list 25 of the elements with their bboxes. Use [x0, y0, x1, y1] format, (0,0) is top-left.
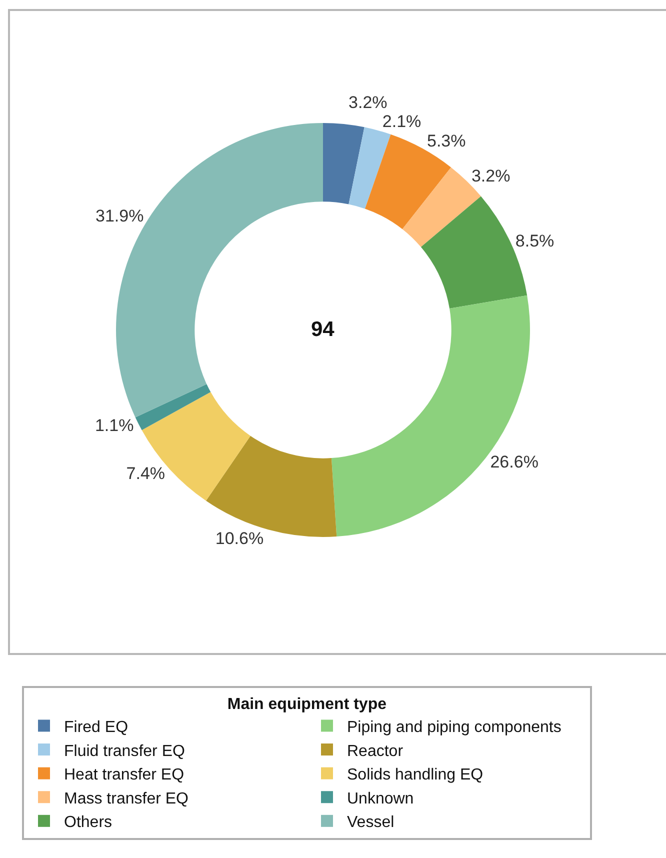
- legend-title: Main equipment type: [227, 696, 387, 713]
- legend-label: Mass transfer EQ: [64, 790, 188, 808]
- legend-label: Others: [64, 814, 112, 832]
- data-label: 10.6%: [215, 528, 264, 548]
- donut-slice: [135, 384, 211, 430]
- legend-label: Fluid transfer EQ: [64, 742, 185, 760]
- legend-label: Vessel: [347, 814, 394, 832]
- data-label: 8.5%: [515, 231, 554, 250]
- data-label: 3.2%: [471, 166, 510, 186]
- donut-slice: [348, 127, 391, 209]
- data-label: 3.2%: [348, 93, 388, 112]
- data-label: 2.1%: [382, 112, 422, 132]
- legend-label: Piping and piping components: [347, 718, 562, 736]
- legend-label: Solids handling EQ: [347, 766, 484, 784]
- donut-slice: [323, 123, 364, 204]
- data-label: 1.1%: [94, 416, 134, 436]
- data-label: 7.4%: [126, 464, 166, 483]
- data-label: 26.6%: [490, 452, 538, 472]
- legend-label: Fired EQ: [64, 718, 128, 736]
- legend-label: Heat transfer EQ: [64, 766, 184, 784]
- data-label: 31.9%: [96, 206, 144, 226]
- text: 94: [311, 318, 335, 341]
- legend-label: Unknown: [347, 790, 414, 808]
- legend-label: Reactor: [347, 742, 404, 760]
- data-label: 5.3%: [426, 132, 466, 151]
